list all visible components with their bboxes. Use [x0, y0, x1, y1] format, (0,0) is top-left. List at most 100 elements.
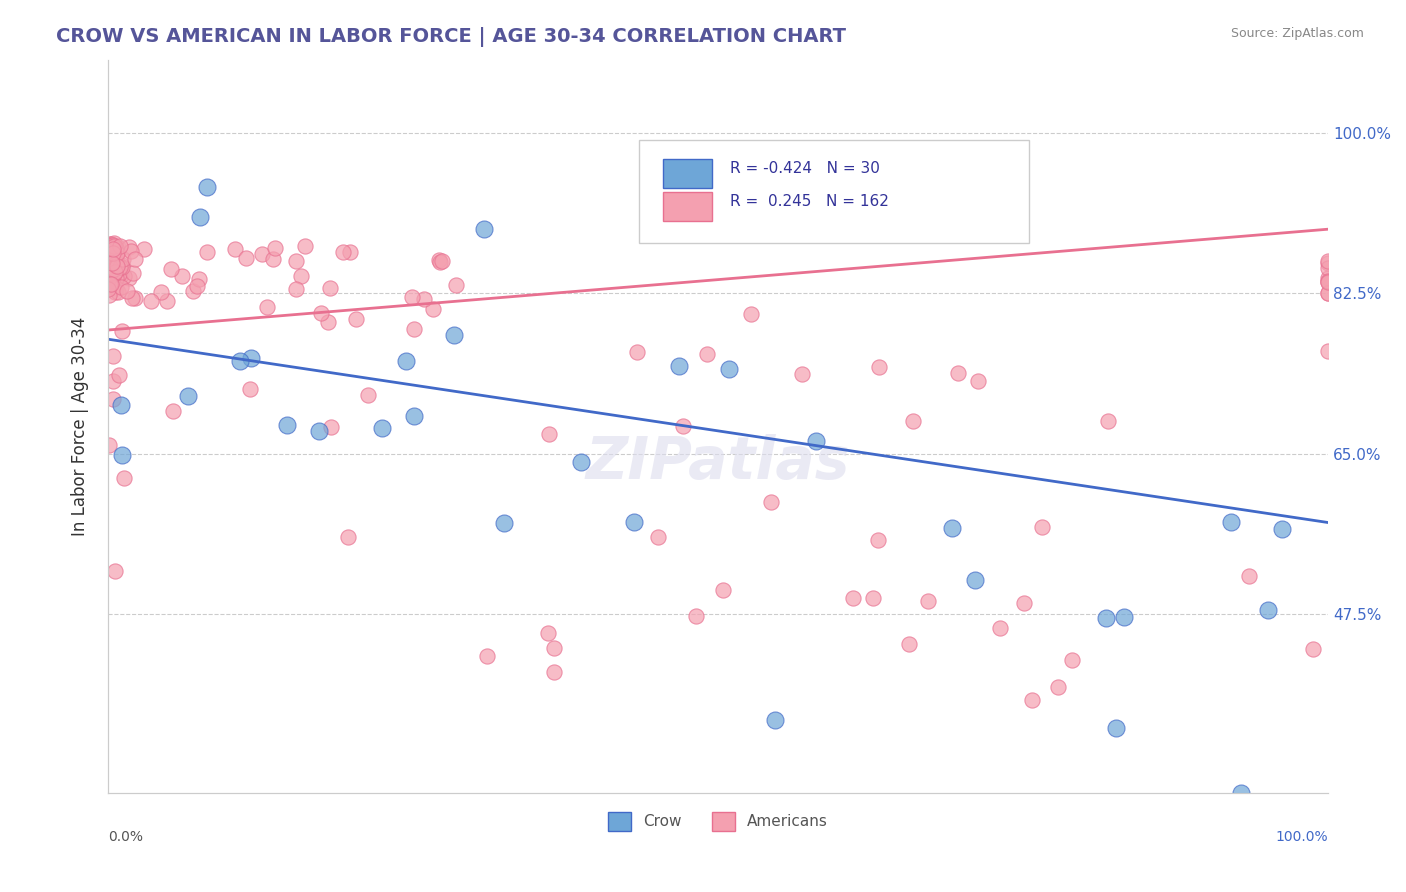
FancyBboxPatch shape: [664, 159, 711, 188]
Point: [101, 238, 124, 252]
Point: [711, 583, 734, 598]
Point: [988, 621, 1011, 635]
Text: R = -0.424   N = 30: R = -0.424 N = 30: [730, 161, 880, 176]
Point: [963, 573, 986, 587]
Point: [806, 434, 828, 448]
Point: [1257, 603, 1279, 617]
Point: [1317, 255, 1340, 269]
Point: [100, 246, 122, 260]
Point: [401, 290, 423, 304]
Point: [97, 438, 120, 452]
Point: [1317, 285, 1340, 300]
Point: [103, 246, 125, 260]
Point: [98, 275, 121, 289]
Point: [101, 268, 124, 283]
Point: [276, 417, 298, 432]
Point: [917, 594, 939, 608]
Text: ZIPatlas: ZIPatlas: [586, 434, 851, 491]
Point: [98, 246, 121, 260]
Point: [1317, 261, 1340, 276]
Point: [443, 328, 465, 343]
Point: [98, 269, 121, 284]
Point: [235, 251, 257, 265]
Point: [344, 312, 367, 326]
Point: [290, 268, 312, 283]
Point: [309, 306, 332, 320]
Point: [1302, 642, 1324, 657]
Point: [239, 351, 262, 365]
Point: [105, 257, 128, 271]
Text: R =  0.245   N = 162: R = 0.245 N = 162: [730, 194, 889, 209]
Point: [284, 254, 307, 268]
Point: [759, 495, 782, 509]
Point: [115, 285, 138, 299]
Point: [1317, 254, 1340, 268]
Point: [543, 640, 565, 655]
Point: [868, 533, 890, 548]
Point: [371, 421, 394, 435]
Point: [159, 262, 181, 277]
Point: [1095, 611, 1118, 625]
Point: [1317, 274, 1340, 288]
Point: [107, 267, 129, 281]
Point: [1237, 568, 1260, 582]
Point: [105, 281, 128, 295]
Point: [139, 294, 162, 309]
Point: [1021, 693, 1043, 707]
Point: [103, 238, 125, 252]
Legend: Crow, Americans: Crow, Americans: [602, 805, 834, 837]
Point: [1105, 721, 1128, 735]
Point: [285, 282, 308, 296]
Point: [790, 367, 813, 381]
Point: [188, 272, 211, 286]
Point: [413, 292, 436, 306]
Point: [308, 424, 330, 438]
Point: [162, 403, 184, 417]
Point: [332, 245, 354, 260]
Point: [111, 252, 134, 266]
Point: [475, 648, 498, 663]
Point: [941, 521, 963, 535]
Point: [472, 222, 495, 236]
Point: [101, 242, 124, 256]
Point: [101, 349, 124, 363]
Point: [1014, 596, 1036, 610]
Point: [110, 279, 132, 293]
Point: [104, 564, 127, 578]
Point: [103, 240, 125, 254]
Point: [111, 260, 134, 274]
Point: [107, 245, 129, 260]
Point: [1046, 680, 1069, 694]
Point: [264, 241, 287, 255]
Point: [357, 388, 380, 402]
Point: [104, 285, 127, 300]
Point: [842, 591, 865, 605]
Point: [696, 347, 718, 361]
Point: [122, 266, 145, 280]
Point: [104, 241, 127, 255]
Point: [101, 255, 124, 269]
Point: [108, 260, 131, 275]
Point: [626, 345, 648, 359]
FancyBboxPatch shape: [638, 140, 1029, 243]
Point: [1271, 522, 1294, 536]
Point: [444, 278, 467, 293]
Point: [404, 322, 426, 336]
Point: [98, 277, 121, 292]
Point: [110, 398, 132, 412]
FancyBboxPatch shape: [664, 192, 711, 221]
Point: [100, 237, 122, 252]
Point: [319, 419, 342, 434]
Point: [1317, 275, 1340, 289]
Y-axis label: In Labor Force | Age 30-34: In Labor Force | Age 30-34: [72, 317, 89, 536]
Point: [717, 362, 740, 376]
Point: [256, 300, 278, 314]
Point: [250, 247, 273, 261]
Point: [98, 239, 121, 253]
Point: [537, 625, 560, 640]
Point: [120, 244, 142, 259]
Point: [429, 252, 451, 267]
Point: [429, 255, 451, 269]
Text: CROW VS AMERICAN IN LABOR FORCE | AGE 30-34 CORRELATION CHART: CROW VS AMERICAN IN LABOR FORCE | AGE 30…: [56, 27, 846, 46]
Point: [156, 293, 179, 308]
